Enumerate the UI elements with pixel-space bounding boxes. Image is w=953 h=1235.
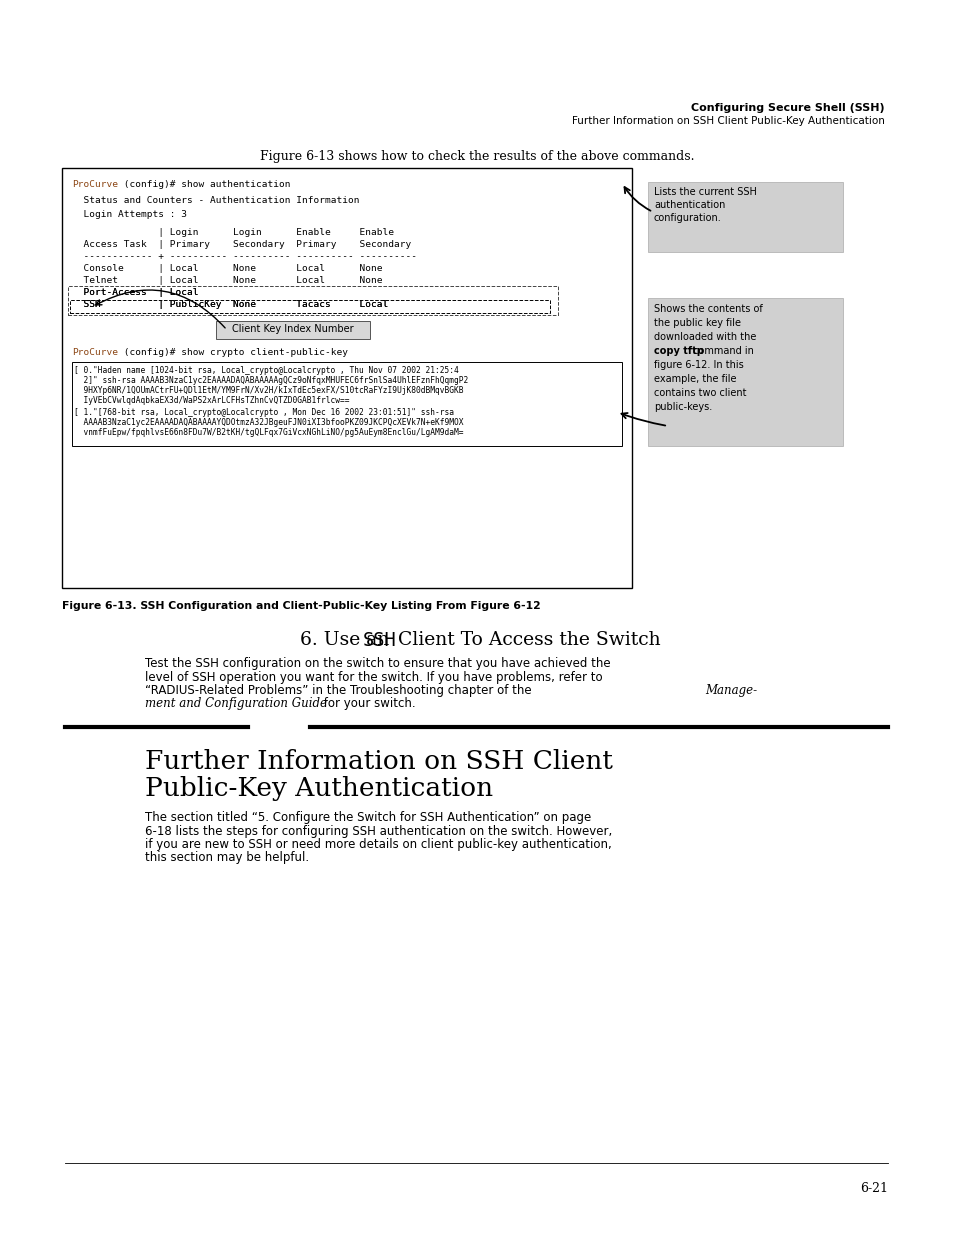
Text: Further Information on SSH Client: Further Information on SSH Client xyxy=(145,748,612,774)
Text: downloaded with the: downloaded with the xyxy=(654,332,756,342)
Text: ProCurve: ProCurve xyxy=(71,348,118,357)
Text: Lists the current SSH
authentication
configuration.: Lists the current SSH authentication con… xyxy=(654,186,756,224)
Text: ment and Configuration Guide: ment and Configuration Guide xyxy=(145,698,327,710)
FancyBboxPatch shape xyxy=(215,321,370,338)
Text: Further Information on SSH Client Public-Key Authentication: Further Information on SSH Client Public… xyxy=(572,116,884,126)
Text: Client Key Index Number: Client Key Index Number xyxy=(232,324,354,333)
Text: example, the file: example, the file xyxy=(654,374,736,384)
Bar xyxy=(68,287,558,315)
Text: 9HXYp6NR/1QOUmACtrFU+QDl1EtM/YM9FrN/Xv2H/kIxTdEc5exFX/S10tcRaFYzI9UjK80dBMqvBGKB: 9HXYp6NR/1QOUmACtrFU+QDl1EtM/YM9FrN/Xv2H… xyxy=(74,387,463,395)
Text: Console      | Local      None       Local      None: Console | Local None Local None xyxy=(71,264,382,273)
Text: Public-Key Authentication: Public-Key Authentication xyxy=(145,776,493,802)
Text: Figure 6-13 shows how to check the results of the above commands.: Figure 6-13 shows how to check the resul… xyxy=(259,149,694,163)
Text: The section titled “5. Configure the Switch for SSH Authentication” on page: The section titled “5. Configure the Swi… xyxy=(145,811,591,824)
Text: AAAAB3NzaC1yc2EAAAADAQABAAAAYQDOtmzA32JBgeuFJN0iXI3bfooPKZ09JKCPQcXEVk7N+eKf9MOX: AAAAB3NzaC1yc2EAAAADAQABAAAAYQDOtmzA32JB… xyxy=(74,417,463,427)
Text: Access Task  | Primary    Secondary  Primary    Secondary: Access Task | Primary Secondary Primary … xyxy=(71,240,411,249)
Text: Client To Access the Switch: Client To Access the Switch xyxy=(392,631,659,650)
Text: [ 0."Haden name [1024-bit rsa, Local_crypto@Localcrypto , Thu Nov 07 2002 21:25:: [ 0."Haden name [1024-bit rsa, Local_cry… xyxy=(74,366,458,375)
Text: Configuring Secure Shell (SSH): Configuring Secure Shell (SSH) xyxy=(691,103,884,112)
Text: SSH          | PublicKey  None       Tacacs     Local: SSH | PublicKey None Tacacs Local xyxy=(71,300,388,309)
Text: Telnet       | Local      None       Local      None: Telnet | Local None Local None xyxy=(71,275,382,285)
Text: [ 1."[768-bit rsa, Local_crypto@Localcrypto , Mon Dec 16 2002 23:01:51]" ssh-rsa: [ 1."[768-bit rsa, Local_crypto@Localcry… xyxy=(74,408,454,417)
Text: Port-Access  | Local: Port-Access | Local xyxy=(71,288,198,296)
Text: this section may be helpful.: this section may be helpful. xyxy=(145,851,309,864)
Text: 6-18 lists the steps for configuring SSH authentication on the switch. However,: 6-18 lists the steps for configuring SSH… xyxy=(145,825,612,837)
Text: command in: command in xyxy=(689,346,753,356)
Text: Test the SSH configuration on the switch to ensure that you have achieved the: Test the SSH configuration on the switch… xyxy=(145,657,610,671)
Text: vnmfFuEpw/fpqhlvsE66n8FDu7W/B2tKH/tgQLFqx7GiVcxNGhLiNO/pg5AuEym8EnclGu/LgAM9daM=: vnmfFuEpw/fpqhlvsE66n8FDu7W/B2tKH/tgQLFq… xyxy=(74,429,463,437)
Text: Figure 6-13. SSH Configuration and Client-Public-Key Listing From Figure 6-12: Figure 6-13. SSH Configuration and Clien… xyxy=(62,601,540,611)
Text: for your switch.: for your switch. xyxy=(319,698,416,710)
Text: contains two client: contains two client xyxy=(654,388,745,398)
Bar xyxy=(647,182,842,252)
Text: level of SSH operation you want for the switch. If you have problems, refer to: level of SSH operation you want for the … xyxy=(145,671,602,683)
Text: “RADIUS-Related Problems” in the Troubleshooting chapter of the: “RADIUS-Related Problems” in the Trouble… xyxy=(145,684,535,697)
Bar xyxy=(62,168,631,588)
Text: Status and Counters - Authentication Information: Status and Counters - Authentication Inf… xyxy=(71,196,359,205)
Text: (config)# show crypto client-public-key: (config)# show crypto client-public-key xyxy=(118,348,348,357)
Text: (config)# show authentication: (config)# show authentication xyxy=(118,180,291,189)
Text: 2]" ssh-rsa AAAAB3NzaC1yc2EAAAADAQABAAAAAgQCz9oNfqxMHUFEC6frSnlSa4UhlEFznFhQqmgP: 2]" ssh-rsa AAAAB3NzaC1yc2EAAAADAQABAAAA… xyxy=(74,375,468,385)
Text: 6-21: 6-21 xyxy=(859,1182,887,1195)
Text: Manage-: Manage- xyxy=(704,684,757,697)
Text: public-keys.: public-keys. xyxy=(654,403,712,412)
Text: if you are new to SSH or need more details on client public-key authentication,: if you are new to SSH or need more detai… xyxy=(145,839,611,851)
Bar xyxy=(71,362,621,446)
Text: ------------ + ---------- ---------- ---------- ----------: ------------ + ---------- ---------- ---… xyxy=(71,252,416,261)
Text: Login Attempts : 3: Login Attempts : 3 xyxy=(71,210,187,219)
Text: 6. Use an: 6. Use an xyxy=(299,631,395,650)
Text: Shows the contents of: Shows the contents of xyxy=(654,304,762,314)
Text: figure 6-12. In this: figure 6-12. In this xyxy=(654,359,743,370)
Text: ProCurve: ProCurve xyxy=(71,180,118,189)
Bar xyxy=(647,298,842,446)
Text: | Login      Login      Enable     Enable: | Login Login Enable Enable xyxy=(71,228,394,237)
Text: SSH: SSH xyxy=(363,631,396,650)
Text: SSH          | PublicKey  None       Tacacs     Local: SSH | PublicKey None Tacacs Local xyxy=(71,300,388,309)
Bar xyxy=(70,300,550,312)
Text: IyVEbCVwlqdAqbkaEX3d/WaPS2xArLCFHsTZhnCvQTZD0GAB1frlcw==: IyVEbCVwlqdAqbkaEX3d/WaPS2xArLCFHsTZhnCv… xyxy=(74,396,349,405)
Text: Port-Access  | Local: Port-Access | Local xyxy=(71,288,198,296)
Text: copy tftp: copy tftp xyxy=(654,346,703,356)
Text: the public key file: the public key file xyxy=(654,317,740,329)
